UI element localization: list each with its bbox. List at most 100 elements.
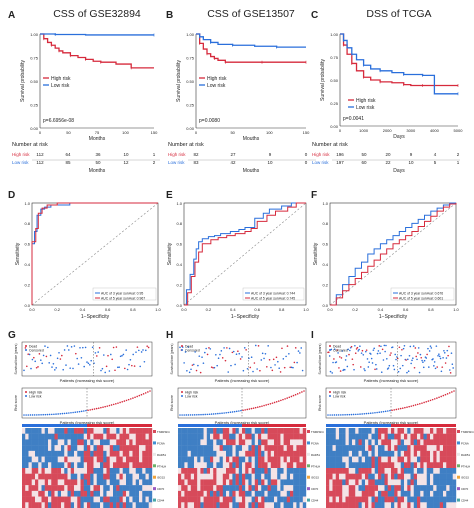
panel-h-riskscore-low xyxy=(183,414,186,416)
panel-i-point-dead xyxy=(338,367,340,369)
panel-g-heatmap-cell xyxy=(44,496,49,503)
panel-h-heatmap-cell xyxy=(242,450,246,457)
panel-g-point-dead xyxy=(111,358,113,361)
panel-h-heatmap-cell xyxy=(274,496,278,503)
panel-h-heatmap-cell xyxy=(251,490,255,497)
panel-g-heatmap-cell xyxy=(77,428,81,434)
panel-h-heatmap-cell xyxy=(245,479,249,486)
panel-g-heatmap-cell xyxy=(38,450,42,457)
panel-g-heatmap-cell xyxy=(80,473,84,480)
panel-i-heatmap-cell xyxy=(355,490,359,497)
panel-g-heatmap-cell xyxy=(41,479,45,486)
panel-letter-g: G xyxy=(8,330,16,341)
panel-g-heatmap-cell xyxy=(22,462,26,469)
panel-i-point-censored xyxy=(419,353,422,356)
panel-h-heatmap-cell xyxy=(206,479,211,486)
panel-h-heatmap-cell xyxy=(242,485,246,492)
panel-g-riskscore-low xyxy=(29,414,32,416)
panel-h-heatmap-cell xyxy=(264,428,268,434)
panel-g-point-censored xyxy=(44,345,46,347)
panel-g-heatmap-cell xyxy=(77,490,81,497)
panel-i-point-censored xyxy=(449,369,451,371)
panel-h-heatmap-cell xyxy=(238,433,243,440)
panel-g-heatmap-cell xyxy=(48,433,52,440)
panel-h-heatmap-cell xyxy=(200,445,204,452)
panel-g-heatmap-cell xyxy=(122,450,127,457)
panel-h-heatmap-cell xyxy=(222,439,227,446)
panel-g-heatmap-cell xyxy=(100,479,104,486)
panel-i-point-dead xyxy=(339,370,342,372)
panel-g-heatmap-cell xyxy=(31,479,36,486)
panel-g-heatmap-cell xyxy=(119,502,123,508)
panel-h-point-dead xyxy=(268,359,271,361)
panel-letter-b: B xyxy=(166,10,173,21)
panel-g-riskscore-low xyxy=(85,409,87,412)
panel-i-heatmap-cell xyxy=(423,496,427,503)
panel-g-heatmap-cell xyxy=(77,445,81,452)
panel-h-heatmap-cell xyxy=(270,428,275,434)
panel-i-heatmap-cell xyxy=(397,456,401,463)
panel-i-heatmap-cell xyxy=(358,502,362,508)
panel-i-heatmap-cell xyxy=(358,439,362,446)
panel-g-heatmap-cell xyxy=(113,456,117,463)
panel-h-heatmap-cell xyxy=(283,473,287,480)
panel-i-heatmap-cell xyxy=(371,473,375,480)
panel-i-heatmap-cell xyxy=(420,433,424,440)
panel-g-heatmap-cell xyxy=(135,485,140,492)
panel-h-heatmap-cell xyxy=(219,468,223,474)
panel-i-heatmap-cell xyxy=(443,456,447,463)
panel-i-heatmap-cell xyxy=(430,445,434,452)
panel-i-heatmap-cell xyxy=(391,445,395,452)
panel-g-heatmap-cell xyxy=(126,433,130,440)
panel-h-heatmap-cell xyxy=(210,462,214,469)
panel-h-riskscore-high xyxy=(244,409,246,411)
panel-h-heatmap-cell xyxy=(194,456,198,463)
panel-i-heatmap-cell xyxy=(355,485,359,492)
panel-i-heatmap-cell xyxy=(433,485,437,492)
panel-i-heatmap-cell xyxy=(348,462,353,469)
panel-h-risk-legend-swatch xyxy=(181,395,183,397)
panel-i-heatmap-cell xyxy=(335,462,340,469)
panel-g-heatmap-cell xyxy=(41,428,45,434)
panel-h-heatmap-cell xyxy=(238,485,243,492)
panel-h-heatmap-cell xyxy=(190,450,195,457)
panel-i-riskscore-high xyxy=(438,396,440,399)
panel-g-riskscore-high xyxy=(104,405,106,408)
panel-g-heatmap-cell xyxy=(129,485,133,492)
panel-i-riskscore-low xyxy=(346,413,349,416)
panel-h-point-censored xyxy=(201,356,203,358)
panel-h-heatmap-cell xyxy=(229,496,233,503)
panel-h-heatmap-cell xyxy=(178,456,182,463)
panel-g-heatmap-cell xyxy=(35,485,39,492)
panel-h-riskscore-low xyxy=(189,414,192,416)
panel-h-heatmap-cell xyxy=(229,479,233,486)
panel-h-heatmap-cell xyxy=(274,456,278,463)
panel-i-heatmap-cell xyxy=(391,433,395,440)
panel-h-heatmap-cell xyxy=(200,502,204,508)
panel-g-point-dead xyxy=(112,346,115,349)
panel-i-point-censored xyxy=(344,359,347,361)
panel-i-heatmap-cell xyxy=(361,433,366,440)
panel-h-heatmap-cell xyxy=(242,462,246,469)
panel-h-heatmap-cell xyxy=(280,468,284,474)
panel-i-riskscore-low xyxy=(348,413,351,416)
panel-h-riskscore-high xyxy=(301,391,303,393)
panel-f-xtick-label: 0.8 xyxy=(428,307,434,312)
panel-h-heatmap-cell xyxy=(213,468,217,474)
panel-c-series-low-risk xyxy=(340,33,458,95)
panel-i-gene-swatch xyxy=(457,452,460,456)
panel-h-heatmap-cell xyxy=(302,479,307,486)
panel-i-heatmap-cell xyxy=(358,428,362,434)
panel-i-heatmap-cell xyxy=(394,490,398,497)
panel-h-heatmap-cell xyxy=(197,462,201,469)
panel-i-point-censored xyxy=(375,363,377,366)
panel-g-heatmap-cell xyxy=(41,490,45,497)
panel-i-heatmap-cell xyxy=(410,428,414,434)
panel-i-point-censored xyxy=(412,357,414,360)
panel-h-riskscore-low xyxy=(193,414,196,416)
panel-h-heatmap-cell xyxy=(261,428,265,434)
panel-h-heatmap-cell xyxy=(219,502,223,508)
panel-g-heatmap-cell xyxy=(48,462,52,469)
panel-h-heatmap-cell xyxy=(203,450,207,457)
panel-i-heatmap-cell xyxy=(345,445,349,452)
